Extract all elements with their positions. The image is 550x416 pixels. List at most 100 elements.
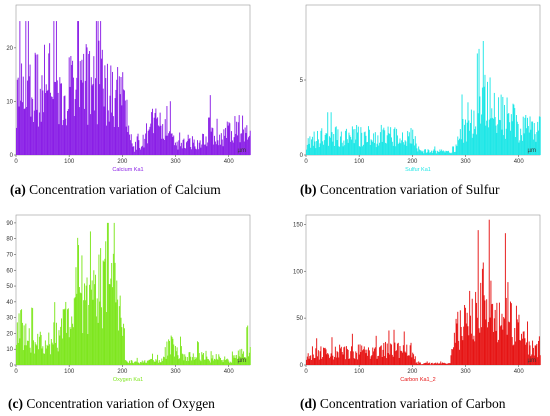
data-bar: [177, 149, 179, 155]
data-bar: [158, 126, 160, 155]
data-bar: [404, 351, 406, 365]
data-bar: [208, 117, 210, 155]
data-bar: [160, 125, 162, 155]
data-bar: [186, 142, 187, 155]
caption-prefix: (d): [300, 396, 317, 411]
data-bar: [171, 133, 173, 155]
data-bar: [86, 47, 88, 155]
data-bar: [247, 139, 249, 155]
x-tick-label: 100: [354, 369, 365, 375]
data-bar: [237, 358, 238, 365]
legend-label: Oxygen Ka1: [113, 377, 143, 383]
data-bar: [415, 363, 417, 365]
x-tick-label: 200: [117, 369, 128, 375]
data-bar: [402, 345, 404, 365]
data-bar: [119, 94, 121, 155]
data-bar: [115, 89, 117, 155]
data-bar: [106, 63, 108, 156]
data-bar: [332, 141, 334, 155]
data-bar: [378, 355, 380, 365]
data-bar: [27, 340, 29, 365]
data-bar: [320, 346, 322, 365]
data-bar: [325, 349, 327, 365]
data-bar: [350, 351, 352, 365]
data-bar: [48, 53, 50, 155]
data-bar: [249, 130, 251, 155]
data-bar: [99, 84, 101, 155]
data-bar: [368, 126, 369, 155]
data-bar: [334, 145, 335, 155]
data-bar: [335, 126, 337, 155]
data-bar: [390, 127, 392, 155]
data-bar: [95, 21, 97, 155]
data-bar: [464, 119, 466, 155]
data-bar: [155, 359, 157, 365]
data-bar: [123, 328, 125, 365]
y-tick-label: 70: [6, 252, 13, 258]
data-bar: [368, 350, 370, 365]
data-bar: [53, 21, 55, 155]
data-bar: [373, 133, 375, 155]
data-bar: [23, 325, 25, 365]
data-bar: [81, 255, 83, 365]
data-bar: [515, 341, 517, 365]
y-tick-label: 100: [293, 269, 304, 275]
data-bar: [61, 83, 62, 155]
data-bar: [328, 136, 330, 155]
data-bar: [226, 121, 228, 155]
data-bar: [487, 327, 488, 365]
data-bar: [127, 362, 129, 365]
data-bar: [176, 347, 178, 365]
data-bar: [248, 137, 249, 155]
data-bar: [116, 280, 118, 365]
data-bar: [40, 335, 42, 365]
data-bar: [447, 363, 449, 365]
y-tick-label: 90: [6, 221, 13, 227]
x-unit-label: µm: [238, 148, 246, 154]
data-bar: [322, 357, 324, 365]
data-bar: [186, 357, 188, 365]
data-bar: [343, 347, 345, 365]
data-bar: [481, 114, 483, 155]
data-bar: [55, 81, 57, 155]
data-bar: [234, 116, 236, 155]
data-bar: [312, 354, 314, 365]
data-bar: [534, 345, 536, 365]
data-bar: [439, 363, 441, 365]
data-bar: [527, 117, 528, 155]
data-bar: [161, 138, 163, 155]
data-bar: [216, 118, 218, 155]
data-bar: [308, 143, 310, 155]
data-bar: [510, 303, 512, 365]
data-bar: [20, 310, 22, 365]
data-bar: [520, 128, 522, 155]
data-bar: [146, 123, 147, 155]
data-bar: [329, 356, 331, 365]
data-bar: [504, 233, 506, 365]
data-bar: [138, 362, 140, 365]
data-bar: [442, 151, 443, 155]
data-bar: [478, 328, 480, 365]
data-bar: [306, 144, 308, 155]
data-bar: [472, 339, 474, 365]
series-bars: [16, 21, 251, 156]
data-bar: [439, 149, 441, 155]
data-bar: [346, 348, 348, 365]
data-bar: [64, 95, 66, 155]
data-bar: [388, 133, 390, 155]
data-bar: [440, 151, 442, 155]
data-bar: [78, 107, 80, 155]
data-bar: [118, 127, 119, 155]
data-bar: [185, 148, 187, 155]
data-bar: [470, 315, 471, 365]
data-bar: [356, 352, 358, 365]
data-bar: [39, 331, 41, 365]
data-bar: [221, 360, 223, 365]
data-bar: [531, 121, 533, 155]
data-bar: [496, 302, 498, 365]
data-bar: [364, 131, 366, 155]
data-bar: [67, 309, 68, 365]
data-bar: [216, 358, 218, 365]
data-bar: [95, 316, 97, 365]
data-bar: [348, 358, 350, 365]
